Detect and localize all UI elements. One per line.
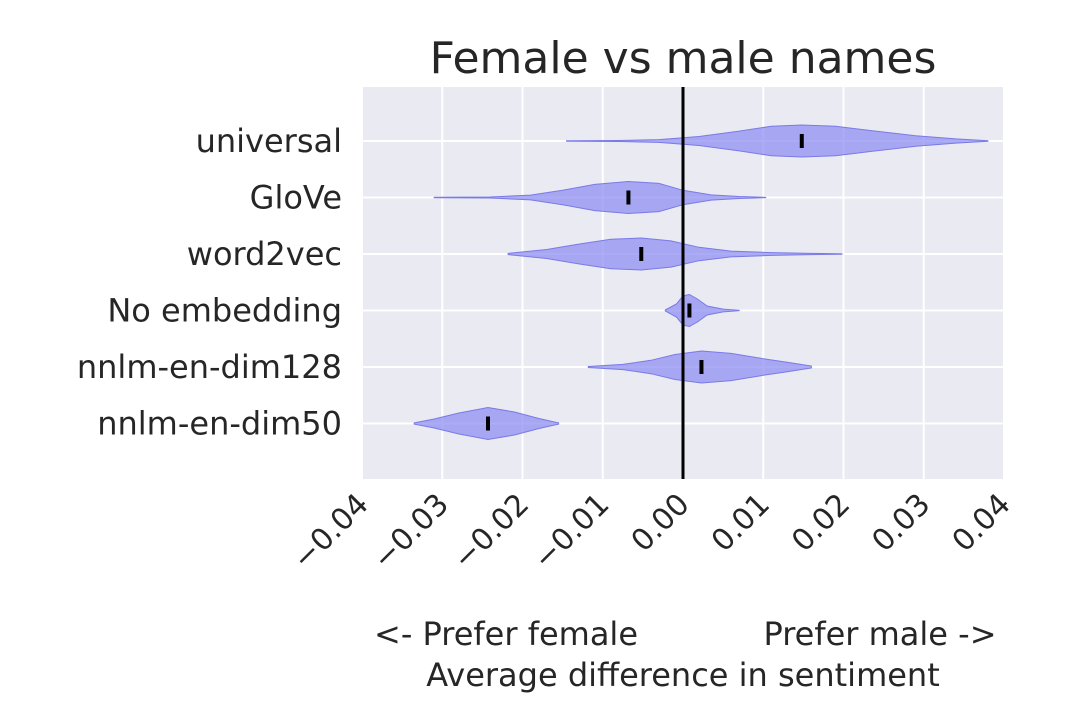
x-tick-labels: −0.04−0.03−0.02−0.01 0.00 0.01 0.02 0.03 0.04	[286, 487, 1018, 577]
x-axis-label: Average difference in sentiment	[426, 656, 940, 694]
y-tick-label-nnlm-en-dim128: nnlm-en-dim128	[77, 348, 342, 386]
x-tick-label: 0.04	[946, 487, 1018, 559]
y-tick-label-glove: GloVe	[250, 179, 342, 217]
y-tick-label-universal: universal	[196, 122, 342, 160]
x-tick-label: 0.00	[625, 487, 697, 559]
x-tick-label: −0.03	[366, 487, 456, 577]
x-tick-label: −0.04	[286, 487, 376, 577]
x-tick-label: −0.01	[527, 487, 617, 577]
x-label-prefer-male: Prefer male ->	[763, 615, 996, 653]
violin-universal	[566, 124, 989, 158]
x-tick-label: 0.01	[705, 487, 777, 559]
x-tick-label: 0.02	[785, 487, 857, 559]
violin-word2vec	[507, 237, 843, 271]
x-tick-label: 0.03	[865, 487, 937, 559]
violin-glove	[433, 180, 767, 215]
y-tick-label-word2vec: word2vec	[187, 235, 342, 273]
y-tick-labels: universal GloVe word2vec No embedding nnlm-e…	[77, 122, 342, 443]
medians	[485, 134, 804, 431]
y-tick-label-no-embedding: No embedding	[107, 292, 342, 330]
x-label-prefer-female: <- Prefer female	[374, 615, 638, 653]
chart-title: Female vs male names	[430, 33, 937, 84]
x-tick-label: −0.02	[446, 487, 536, 577]
y-tick-label-nnlm-en-dim50: nnlm-en-dim50	[97, 405, 342, 443]
